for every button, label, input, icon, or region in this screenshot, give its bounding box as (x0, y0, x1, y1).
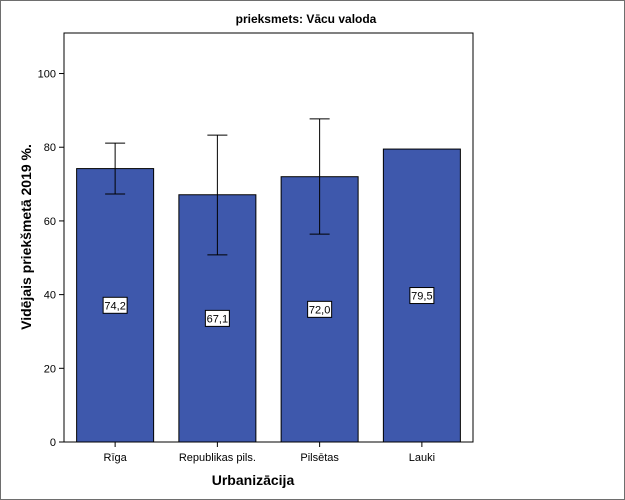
x-axis: Rīga Republikas pils. Pilsētas Lauki (104, 442, 435, 464)
y-tick-label: 20 (44, 363, 56, 375)
data-label: 74,2 (104, 300, 125, 312)
x-tick-label: Lauki (409, 452, 435, 464)
data-label: 72,0 (309, 304, 330, 316)
x-tick-label: Rīga (104, 452, 128, 464)
x-tick-label: Republikas pils. (179, 452, 256, 464)
y-axis-title: Vidējais priekšmetā 2019 %. (18, 144, 34, 330)
error-bars-group (105, 118, 330, 256)
y-tick-label: 60 (44, 216, 56, 228)
data-label-box (409, 287, 435, 305)
chart-title: prieksmets: Vācu valoda (236, 12, 377, 26)
y-tick-label: 40 (44, 290, 56, 302)
y-axis: 0 20 40 60 80 100 (38, 69, 64, 449)
data-label: 79,5 (411, 291, 432, 303)
data-label-box (102, 296, 128, 314)
data-label-box (307, 300, 333, 318)
data-label-box (204, 309, 230, 327)
data-labels-group: 74,2 67,1 72,0 79,5 (102, 287, 435, 327)
y-tick-label: 80 (44, 142, 56, 154)
data-label: 67,1 (207, 313, 228, 325)
y-tick-label: 100 (38, 69, 56, 81)
x-axis-title: Urbanizācija (212, 472, 295, 488)
x-tick-label: Pilsētas (300, 452, 339, 464)
y-tick-label: 0 (50, 437, 56, 449)
